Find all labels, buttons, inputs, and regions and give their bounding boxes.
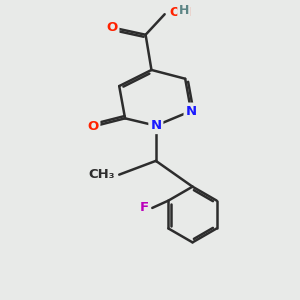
Text: O: O	[87, 120, 98, 133]
Text: OH: OH	[169, 6, 191, 19]
Text: F: F	[140, 201, 149, 214]
Text: H: H	[178, 4, 189, 17]
Text: N: N	[185, 104, 197, 118]
Text: O: O	[106, 21, 118, 34]
Text: N: N	[150, 119, 161, 132]
Text: CH₃: CH₃	[88, 168, 115, 181]
